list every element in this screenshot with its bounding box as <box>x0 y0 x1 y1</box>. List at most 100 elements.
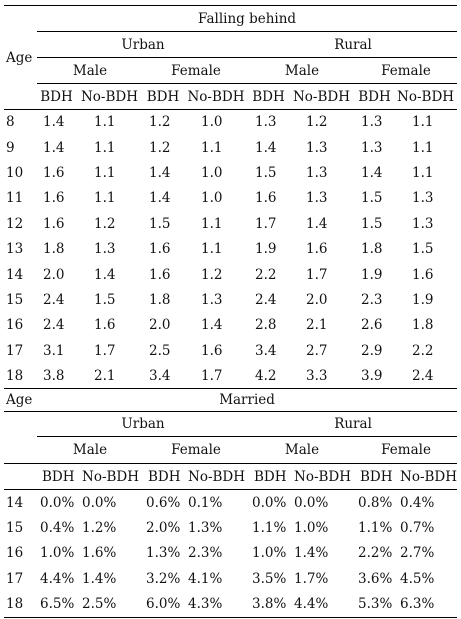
value-cell: 0.6% <box>146 494 181 511</box>
value-cell: 2.6 <box>361 317 383 334</box>
urban-male-header: Male <box>37 436 143 464</box>
value-cell: 1.7 <box>306 266 328 283</box>
married-title: Married <box>37 388 458 412</box>
value-cell: 1.3 <box>412 190 434 207</box>
value-cell: 3.3 <box>306 367 328 384</box>
value-cell: 2.1 <box>306 317 328 334</box>
value-cell: 0.0% <box>294 494 329 511</box>
value-cell: 1.3 <box>306 190 328 207</box>
value-cell: 1.6 <box>255 190 277 207</box>
table-row: 18 3.8 2.1 3.4 1.7 4.2 3.3 3.9 2.4 <box>4 363 458 389</box>
value-cell: 1.1 <box>94 190 116 207</box>
rural-male-nobdh-header: No-BDH <box>289 463 355 490</box>
value-cell: 1.3 <box>306 164 328 181</box>
value-cell: 1.1 <box>201 241 223 258</box>
value-cell: 2.2% <box>358 545 393 562</box>
row-age: 13 <box>6 241 24 258</box>
value-cell: 1.1 <box>201 139 223 156</box>
value-cell: 4.4% <box>294 596 329 613</box>
age-header: Age <box>4 5 37 110</box>
value-cell: 2.9 <box>361 342 383 359</box>
value-cell: 6.5% <box>40 596 75 613</box>
rural-female-nobdh-header: No-BDH <box>395 463 458 490</box>
value-cell: 3.4 <box>149 367 171 384</box>
row-age: 15 <box>6 519 24 536</box>
married-rows: 14 0.0% 0.0% 0.6% 0.1% 0.0% 0.0% 0.8% 0.4% 15 0.4%… <box>4 490 458 618</box>
value-cell: 2.0 <box>306 291 328 308</box>
table-row: 8 1.4 1.1 1.2 1.0 1.3 1.2 1.3 1.1 <box>4 110 457 135</box>
value-cell: 1.8 <box>412 317 434 334</box>
value-cell: 1.4 <box>255 139 277 156</box>
urban-male-bdh-header: BDH <box>37 83 76 110</box>
table-row: 14 2.0 1.4 1.6 1.2 2.2 1.7 1.9 1.6 <box>4 262 457 287</box>
value-cell: 0.0% <box>40 494 75 511</box>
value-cell: 1.9 <box>412 291 434 308</box>
urban-male-bdh-header: BDH <box>37 463 77 490</box>
table-row: 15 2.4 1.5 1.8 1.3 2.4 2.0 2.3 1.9 <box>4 287 457 312</box>
value-cell: 3.2% <box>146 571 181 588</box>
value-cell: 2.8 <box>255 317 277 334</box>
value-cell: 1.6 <box>201 342 223 359</box>
urban-header: Urban <box>37 411 249 437</box>
value-cell: 5.3% <box>358 596 393 613</box>
value-cell: 3.8 <box>43 367 65 384</box>
value-cell: 1.7 <box>255 215 277 232</box>
value-cell: 1.6 <box>43 164 65 181</box>
value-cell: 1.7 <box>94 342 116 359</box>
value-cell: 1.2 <box>306 114 328 131</box>
value-cell: 2.3 <box>361 291 383 308</box>
rural-male-header: Male <box>249 436 355 464</box>
value-cell: 1.4% <box>294 545 329 562</box>
row-age: 18 <box>6 596 24 613</box>
rural-male-bdh-header: BDH <box>249 463 289 490</box>
value-cell: 1.5 <box>361 215 383 232</box>
value-cell: 4.5% <box>400 571 435 588</box>
value-cell: 1.7 <box>201 367 223 384</box>
value-cell: 4.3% <box>188 596 223 613</box>
value-cell: 1.2 <box>94 215 116 232</box>
table-row: 17 3.1 1.7 2.5 1.6 3.4 2.7 2.9 2.2 <box>4 338 457 363</box>
value-cell: 2.4 <box>255 291 277 308</box>
value-cell: 2.7 <box>306 342 328 359</box>
value-cell: 1.4 <box>149 164 171 181</box>
value-cell: 3.6% <box>358 571 393 588</box>
value-cell: 4.2 <box>255 367 277 384</box>
value-cell: 1.0 <box>201 190 223 207</box>
value-cell: 1.2 <box>149 139 171 156</box>
value-cell: 1.3 <box>306 139 328 156</box>
value-cell: 1.9 <box>361 266 383 283</box>
value-cell: 1.4 <box>149 190 171 207</box>
value-cell: 1.8 <box>43 241 65 258</box>
value-cell: 1.3% <box>188 519 223 536</box>
value-cell: 1.3 <box>94 241 116 258</box>
table-row: 13 1.8 1.3 1.6 1.1 1.9 1.6 1.8 1.5 <box>4 236 457 261</box>
value-cell: 0.7% <box>400 519 435 536</box>
value-cell: 1.4 <box>94 266 116 283</box>
row-age: 9 <box>6 139 15 156</box>
value-cell: 3.1 <box>43 342 65 359</box>
row-age: 18 <box>6 367 24 384</box>
value-cell: 1.0% <box>252 545 287 562</box>
rural-female-bdh-header: BDH <box>355 83 394 110</box>
value-cell: 1.3 <box>412 215 434 232</box>
value-cell: 1.5 <box>149 215 171 232</box>
value-cell: 1.6 <box>43 215 65 232</box>
value-cell: 1.6 <box>43 190 65 207</box>
table-row: 15 0.4% 1.2% 2.0% 1.3% 1.1% 1.0% 1.1% 0.7% <box>4 515 457 541</box>
value-cell: 1.3 <box>361 114 383 131</box>
urban-male-nobdh-header: No-BDH <box>77 463 143 490</box>
row-age: 17 <box>6 342 24 359</box>
value-cell: 1.6 <box>149 241 171 258</box>
value-cell: 1.1% <box>358 519 393 536</box>
row-age: 17 <box>6 571 24 588</box>
table-row: 17 4.4% 1.4% 3.2% 4.1% 3.5% 1.7% 3.6% 4.5% <box>4 566 457 592</box>
value-cell: 2.4 <box>412 367 434 384</box>
rural-header: Rural <box>249 411 458 437</box>
table-row: 16 2.4 1.6 2.0 1.4 2.8 2.1 2.6 1.8 <box>4 313 457 338</box>
value-cell: 2.3% <box>188 545 223 562</box>
value-cell: 1.3 <box>361 139 383 156</box>
value-cell: 2.1 <box>94 367 116 384</box>
value-cell: 1.4 <box>201 317 223 334</box>
value-cell: 1.7% <box>294 571 329 588</box>
urban-female-header: Female <box>143 436 249 464</box>
